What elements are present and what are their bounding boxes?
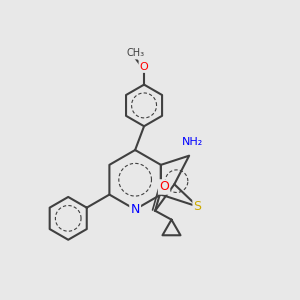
Text: NH₂: NH₂	[182, 137, 203, 147]
Text: O: O	[159, 181, 169, 194]
Text: O: O	[140, 62, 148, 72]
Text: N: N	[130, 203, 140, 216]
Text: CH₃: CH₃	[126, 48, 144, 59]
Text: S: S	[194, 200, 202, 213]
